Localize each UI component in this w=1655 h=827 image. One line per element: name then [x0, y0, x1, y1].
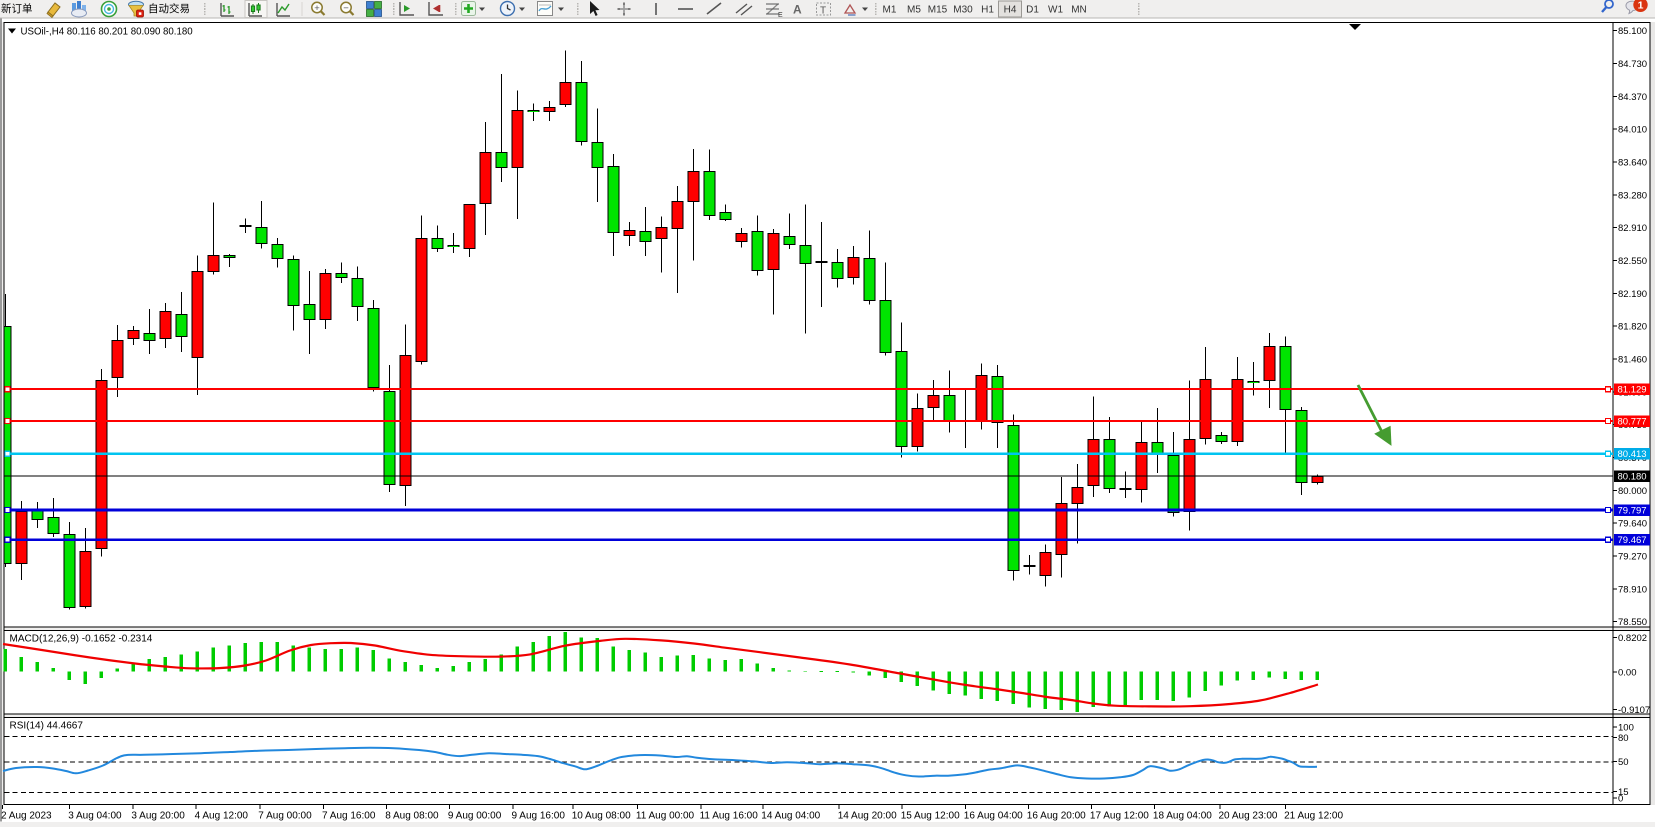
svg-text:M15: M15 — [928, 5, 948, 16]
svg-text:MN: MN — [1071, 5, 1087, 16]
svg-text:81.129: 81.129 — [1618, 385, 1647, 396]
svg-text:21 Aug 12:00: 21 Aug 12:00 — [1284, 811, 1343, 822]
svg-text:80.777: 80.777 — [1618, 417, 1647, 428]
svg-text:+: + — [314, 3, 320, 14]
svg-text:3 Aug 20:00: 3 Aug 20:00 — [131, 811, 185, 822]
svg-text:9 Aug 16:00: 9 Aug 16:00 — [512, 811, 566, 822]
svg-text:自动交易: 自动交易 — [148, 2, 190, 15]
svg-text:79.270: 79.270 — [1618, 552, 1647, 563]
svg-text:0.00: 0.00 — [1618, 667, 1637, 678]
svg-text:T: T — [820, 6, 826, 17]
svg-text:0: 0 — [1618, 793, 1623, 804]
svg-text:78.550: 78.550 — [1618, 617, 1647, 628]
svg-text:84.370: 84.370 — [1618, 92, 1647, 103]
svg-text:E: E — [778, 12, 783, 19]
svg-text:79.467: 79.467 — [1618, 535, 1647, 546]
svg-text:83.640: 83.640 — [1618, 158, 1647, 169]
svg-text:新订单: 新订单 — [1, 2, 33, 15]
svg-text:RSI(14) 44.4667: RSI(14) 44.4667 — [10, 721, 84, 732]
svg-text:84.730: 84.730 — [1618, 59, 1647, 70]
svg-text:17 Aug 12:00: 17 Aug 12:00 — [1090, 811, 1149, 822]
svg-text:78.910: 78.910 — [1618, 584, 1647, 595]
svg-text:82.550: 82.550 — [1618, 256, 1647, 267]
svg-text:16 Aug 04:00: 16 Aug 04:00 — [964, 811, 1023, 822]
svg-text:MACD(12,26,9) -0.1652 -0.2314: MACD(12,26,9) -0.1652 -0.2314 — [10, 634, 153, 645]
svg-text:8 Aug 08:00: 8 Aug 08:00 — [385, 811, 439, 822]
svg-text:M1: M1 — [883, 5, 897, 16]
svg-text:82.910: 82.910 — [1618, 223, 1647, 234]
svg-text:100: 100 — [1618, 723, 1634, 734]
svg-text:4 Aug 12:00: 4 Aug 12:00 — [195, 811, 249, 822]
svg-text:H4: H4 — [1004, 5, 1017, 16]
svg-text:D1: D1 — [1026, 5, 1039, 16]
svg-text:16 Aug 20:00: 16 Aug 20:00 — [1027, 811, 1086, 822]
svg-text:20 Aug 23:00: 20 Aug 23:00 — [1219, 811, 1278, 822]
svg-text:50: 50 — [1618, 757, 1629, 768]
svg-text:81.820: 81.820 — [1618, 322, 1647, 333]
svg-text:7 Aug 00:00: 7 Aug 00:00 — [258, 811, 312, 822]
svg-text:84.010: 84.010 — [1618, 125, 1647, 136]
svg-text:M30: M30 — [953, 5, 973, 16]
svg-text:79.640: 79.640 — [1618, 519, 1647, 530]
svg-text:82.190: 82.190 — [1618, 289, 1647, 300]
svg-text:14 Aug 04:00: 14 Aug 04:00 — [761, 811, 820, 822]
svg-text:80.180: 80.180 — [1618, 472, 1647, 483]
svg-text:79.797: 79.797 — [1618, 506, 1647, 517]
svg-text:H1: H1 — [981, 5, 994, 16]
svg-text:81.460: 81.460 — [1618, 355, 1647, 366]
svg-text:A: A — [793, 3, 802, 17]
svg-text:−: − — [343, 3, 349, 14]
svg-text:80.000: 80.000 — [1618, 486, 1647, 497]
svg-text:80.413: 80.413 — [1618, 449, 1647, 460]
svg-text:18 Aug 04:00: 18 Aug 04:00 — [1153, 811, 1212, 822]
svg-text:14 Aug 20:00: 14 Aug 20:00 — [838, 811, 897, 822]
svg-text:-0.9107: -0.9107 — [1618, 705, 1650, 716]
svg-text:11 Aug 00:00: 11 Aug 00:00 — [636, 811, 695, 822]
svg-text:M5: M5 — [907, 5, 921, 16]
svg-text:W1: W1 — [1048, 5, 1063, 16]
svg-text:85.100: 85.100 — [1618, 26, 1647, 37]
svg-text:3 Aug 04:00: 3 Aug 04:00 — [68, 811, 122, 822]
svg-text:9 Aug 00:00: 9 Aug 00:00 — [448, 811, 502, 822]
svg-text:83.280: 83.280 — [1618, 190, 1647, 201]
svg-text:10 Aug 08:00: 10 Aug 08:00 — [572, 811, 631, 822]
svg-text:80: 80 — [1618, 733, 1629, 744]
svg-text:15 Aug 12:00: 15 Aug 12:00 — [901, 811, 960, 822]
svg-text:15: 15 — [1618, 787, 1629, 798]
svg-text:0.8202: 0.8202 — [1618, 633, 1647, 644]
svg-text:USOil-,H4 80.116 80.201 80.09: USOil-,H4 80.116 80.201 80.090 80.180 — [21, 27, 194, 38]
svg-text:7 Aug 16:00: 7 Aug 16:00 — [322, 811, 376, 822]
svg-text:11 Aug 16:00: 11 Aug 16:00 — [700, 811, 759, 822]
svg-text:1: 1 — [1638, 0, 1644, 11]
svg-text:2 Aug 2023: 2 Aug 2023 — [1, 811, 52, 822]
